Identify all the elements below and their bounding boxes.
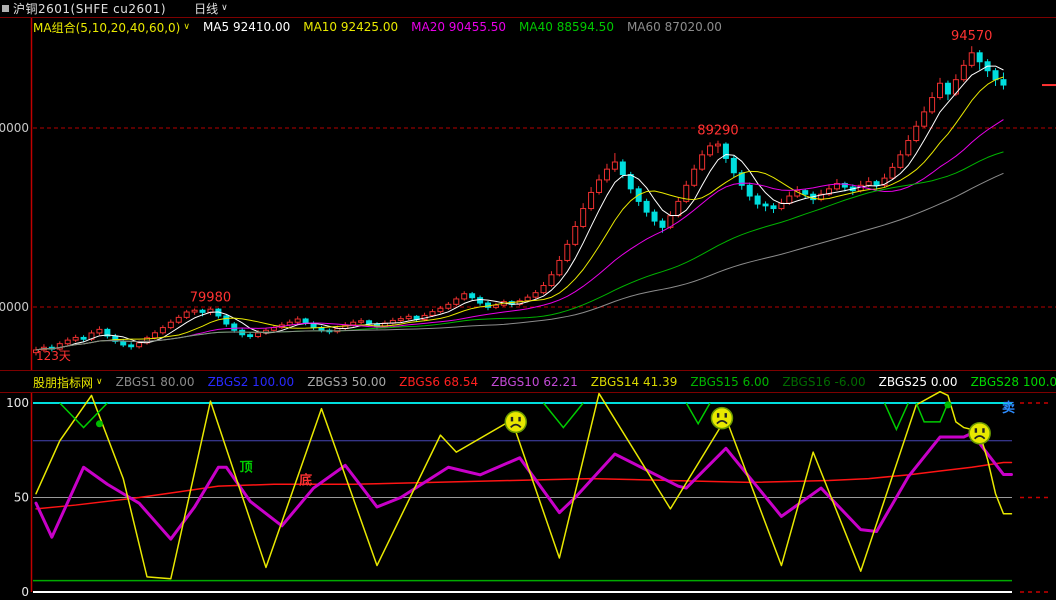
svg-text:卖: 卖 (1002, 400, 1015, 416)
chevron-down-icon: ∨ (183, 21, 190, 32)
app-icon (2, 5, 9, 12)
ma-group-label: MA组合(5,10,20,40,60,0) (33, 20, 181, 35)
svg-text:94570: 94570 (951, 29, 992, 44)
ma-group-selector[interactable]: MA组合(5,10,20,40,60,0) ∨ (33, 19, 190, 36)
sad-face-marker (968, 421, 991, 445)
svg-text:顶: 顶 (240, 460, 253, 475)
symbol-title: 沪铜2601(SHFE cu2601) (13, 2, 167, 16)
svg-text:123天: 123天 (36, 349, 71, 363)
indicator-group-selector[interactable]: 股朋指标网 ∨ (33, 374, 103, 391)
sad-face-marker (710, 406, 734, 430)
svg-text:底: 底 (299, 472, 312, 488)
period-label: 日线 (194, 2, 219, 16)
svg-text:100: 100 (6, 396, 29, 410)
svg-text:0000: 0000 (0, 121, 29, 135)
sad-face-marker (504, 410, 528, 434)
svg-text:79980: 79980 (190, 290, 231, 305)
svg-text:89290: 89290 (697, 124, 738, 139)
period-selector[interactable]: 日线 ∨ (194, 0, 228, 17)
title-bar: 沪铜2601(SHFE cu2601) 日线 ∨ (0, 0, 1056, 17)
svg-text:50: 50 (14, 491, 29, 505)
chevron-down-icon: ∨ (96, 376, 103, 387)
svg-text:0: 0 (21, 585, 29, 599)
chevron-down-icon: ∨ (221, 3, 228, 13)
indicator-group-label: 股朋指标网 (33, 375, 94, 390)
svg-text:0000: 0000 (0, 300, 29, 314)
